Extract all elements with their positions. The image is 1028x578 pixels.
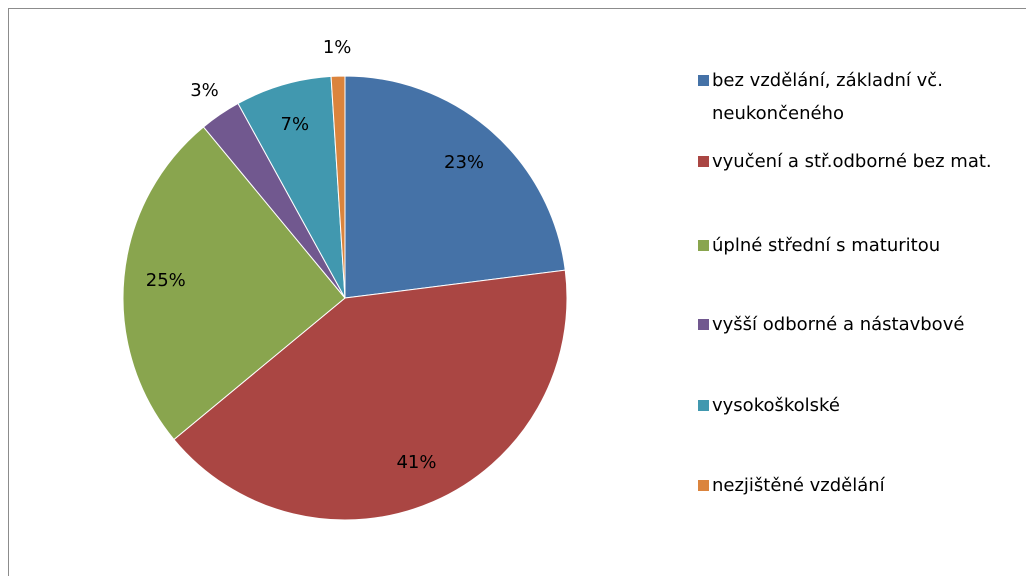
data-label: 23% xyxy=(444,152,484,173)
pie-slice xyxy=(173,269,568,521)
legend-item: vysokoškolské xyxy=(698,389,1017,422)
legend-label: bez vzdělání, základní vč. neukončeného xyxy=(712,70,943,124)
legend-swatch xyxy=(698,75,709,86)
legend-swatch xyxy=(698,480,709,491)
legend-label: vyšší odborné a nástavbové xyxy=(712,314,965,335)
pie-slice xyxy=(344,75,566,299)
pie-slice xyxy=(122,126,346,441)
data-label: 7% xyxy=(281,114,310,135)
data-label: 3% xyxy=(190,80,219,101)
legend-swatch xyxy=(698,240,709,251)
legend-label: nezjištěné vzdělání xyxy=(712,475,885,496)
legend-label: úplné střední s maturitou xyxy=(712,235,941,256)
data-label: 1% xyxy=(323,37,352,58)
chart-frame xyxy=(8,8,1026,576)
legend-item: vyučení a stř.odborné bez mat. xyxy=(698,145,1017,178)
legend-swatch xyxy=(698,156,709,167)
legend-label: vyučení a stř.odborné bez mat. xyxy=(712,151,992,172)
legend-item: nezjištěné vzdělání xyxy=(698,469,1017,502)
legend-label: vysokoškolské xyxy=(712,395,840,416)
data-label: 25% xyxy=(146,270,186,291)
pie-slice xyxy=(330,75,346,299)
legend-item: úplné střední s maturitou xyxy=(698,229,1017,262)
legend-swatch xyxy=(698,319,709,330)
legend-item: bez vzdělání, základní vč. neukončeného xyxy=(698,64,1017,130)
legend-swatch xyxy=(698,400,709,411)
legend-item: vyšší odborné a nástavbové xyxy=(698,308,1017,341)
data-label: 41% xyxy=(396,452,436,473)
